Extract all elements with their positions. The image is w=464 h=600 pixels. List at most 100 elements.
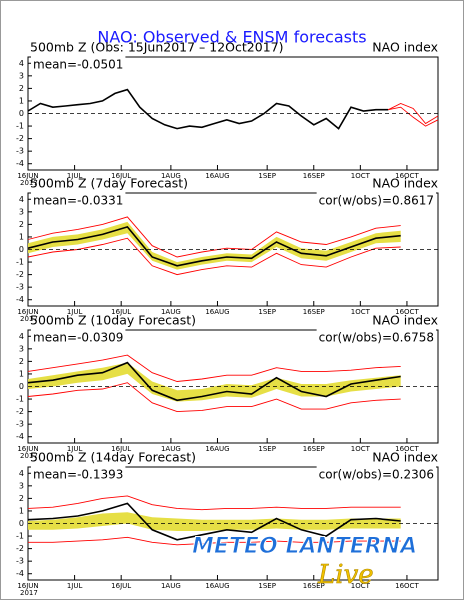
cor-box — [316, 466, 436, 483]
cor-box — [316, 329, 436, 346]
mean-label: mean=-0.0309 — [33, 331, 123, 345]
y-tick-label: 3 — [19, 344, 24, 353]
x-tick-label: 16JUN — [17, 308, 38, 316]
x-tick-label: 1SEP — [258, 582, 276, 590]
y-tick-label: 2 — [19, 357, 24, 366]
mean-label: mean=-0.0331 — [33, 194, 123, 208]
series-line — [27, 495, 401, 511]
x-tick-label: 16OCT — [395, 308, 419, 316]
x-tick-label: 1AUG — [161, 445, 181, 453]
cor-label: cor(w/obs)=0.6758 — [319, 331, 434, 345]
x-tick-label: 16OCT — [395, 172, 419, 180]
y-tick-label: 2 — [19, 494, 24, 503]
spread-band — [28, 221, 401, 270]
x-tick-label: 16SEP — [303, 445, 325, 453]
x-tick-label: 16AUG — [205, 172, 229, 180]
cor-label: cor(w/obs)=0.2306 — [319, 468, 434, 482]
x-tick-label: 1OCT — [351, 308, 371, 316]
mean-label: mean=-0.1393 — [33, 468, 123, 482]
x-tick-label: 16SEP — [303, 308, 325, 316]
y-tick-label: -4 — [16, 159, 24, 168]
x-tick-label: 16JUN — [17, 172, 38, 180]
series-line — [27, 225, 401, 267]
y-tick-label: 1 — [19, 506, 24, 515]
y-tick-label: -3 — [16, 283, 24, 292]
x-tick-label: 16OCT — [395, 582, 419, 590]
y-tick-label: 3 — [19, 71, 24, 80]
x-tick-label: 16JUN — [17, 445, 38, 453]
series-line — [388, 103, 439, 125]
x-tick-label: 1AUG — [161, 172, 181, 180]
panel-right-label: NAO index — [372, 176, 438, 191]
y-tick-label: -2 — [16, 544, 24, 553]
y-tick-label: 3 — [19, 481, 24, 490]
cor-box — [316, 192, 436, 209]
panel-title: 500mb Z (14day Forecast) — [30, 450, 196, 465]
x-tick-label: 1JUL — [67, 172, 83, 180]
y-tick-label: -1 — [16, 395, 24, 404]
panel-right-label: NAO index — [372, 450, 438, 465]
y-tick-label: 4 — [19, 469, 24, 478]
x-tick-label: 1JUL — [67, 308, 83, 316]
y-tick-label: 0 — [19, 109, 24, 118]
y-tick-label: -3 — [16, 147, 24, 156]
y-tick-label: -3 — [16, 420, 24, 429]
y-tick-label: 2 — [19, 84, 24, 93]
y-tick-label: 2 — [19, 220, 24, 229]
x-tick-label: 16AUG — [205, 582, 229, 590]
x-tick-label: 16JUL — [111, 582, 131, 590]
y-tick-label: 1 — [19, 232, 24, 241]
x-tick-label: 1AUG — [161, 582, 181, 590]
series-line — [28, 536, 401, 546]
y-tick-label: 0 — [19, 245, 24, 254]
y-tick-label: -4 — [16, 432, 24, 441]
y-tick-label: -1 — [16, 532, 24, 541]
year-label: 2017 — [20, 315, 38, 323]
y-tick-label: -2 — [16, 407, 24, 416]
y-tick-label: -2 — [16, 134, 24, 143]
panel-title: 500mb Z (Obs: 15Jun2017 – 12Oct2017) — [30, 40, 283, 55]
x-tick-label: 16SEP — [303, 582, 325, 590]
x-tick-label: 16OCT — [395, 445, 419, 453]
x-tick-label: 1OCT — [351, 582, 371, 590]
mean-box — [31, 329, 126, 346]
y-tick-label: 3 — [19, 207, 24, 216]
y-tick-label: -1 — [16, 122, 24, 131]
x-tick-label: 16JUL — [111, 445, 131, 453]
series-line — [27, 216, 401, 258]
x-tick-label: 1SEP — [258, 308, 276, 316]
spread-band — [28, 362, 401, 402]
mean-box — [31, 56, 126, 73]
y-tick-label: -3 — [16, 557, 24, 566]
series-line — [27, 502, 401, 541]
watermark-sub: Live — [317, 560, 374, 590]
spread-band — [28, 512, 401, 531]
y-tick-label: -4 — [16, 295, 24, 304]
year-label: 2017 — [20, 452, 38, 460]
x-tick-label: 16AUG — [205, 308, 229, 316]
x-tick-label: 1SEP — [258, 445, 276, 453]
series-line — [27, 237, 401, 276]
x-tick-label: 1JUL — [67, 582, 83, 590]
cor-label: cor(w/obs)=0.8617 — [319, 194, 434, 208]
y-tick-label: 0 — [19, 382, 24, 391]
year-label: 2017 — [20, 589, 38, 597]
series-line — [388, 106, 439, 127]
series-line — [27, 361, 401, 402]
y-tick-label: 4 — [19, 195, 24, 204]
series-line — [27, 88, 389, 130]
y-tick-label: -4 — [16, 569, 24, 578]
y-tick-label: -1 — [16, 258, 24, 267]
y-tick-label: 4 — [19, 59, 24, 68]
mean-box — [31, 466, 126, 483]
series-line — [27, 354, 401, 382]
mean-label: mean=-0.0501 — [33, 58, 123, 72]
x-tick-label: 16SEP — [303, 172, 325, 180]
watermark: METEO LANTERNA — [192, 534, 417, 559]
series-line — [27, 382, 401, 413]
x-tick-label: 16JUL — [111, 308, 131, 316]
y-tick-label: 0 — [19, 519, 24, 528]
x-tick-label: 16AUG — [205, 445, 229, 453]
